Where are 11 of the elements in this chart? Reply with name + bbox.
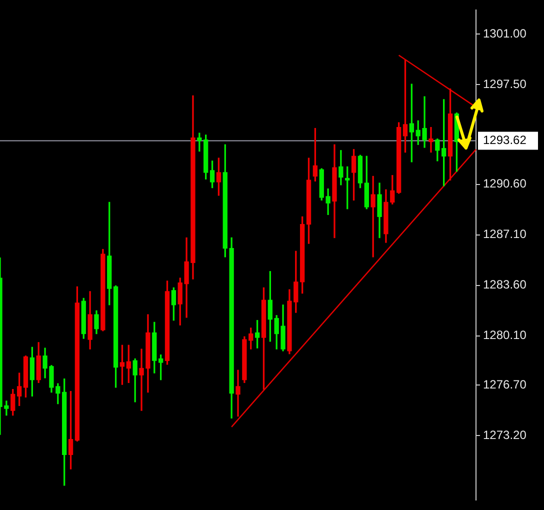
y-tick-label: 1290.60 [483,176,527,191]
candlestick [428,126,434,153]
y-tick-label: 1301.00 [483,26,527,40]
ref-line-label: 1293.62 [483,133,527,148]
y-tick-label: 1297.50 [483,77,527,92]
y-tick-label: 1276.70 [483,377,527,392]
y-tick-label: 1280.10 [483,328,527,342]
y-tick-label: 1287.10 [483,227,527,242]
y-tick-label: 1283.60 [483,278,527,292]
y-tick-label: 1273.20 [483,428,527,442]
candlestick [236,370,240,417]
